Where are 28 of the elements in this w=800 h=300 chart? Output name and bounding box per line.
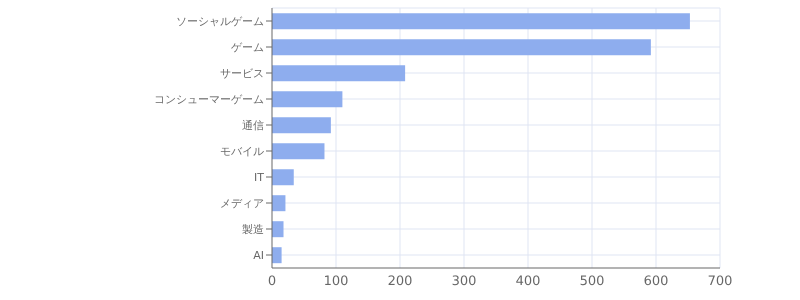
y-tick-label: ソーシャルゲーム [176, 14, 264, 28]
x-tick-label: 500 [580, 274, 604, 290]
bar [272, 65, 406, 82]
x-tick-label: 400 [516, 274, 540, 290]
bar [272, 247, 282, 264]
x-tick-label: 0 [268, 274, 276, 290]
x-tick-label: 200 [388, 274, 412, 290]
bar [272, 221, 284, 238]
x-tick-label: 100 [324, 274, 348, 290]
y-tick-label: IT [254, 170, 264, 184]
bar [272, 195, 286, 212]
x-tick-label: 700 [708, 274, 732, 290]
bar [272, 13, 690, 30]
y-tick-label: モバイル [220, 144, 264, 158]
y-tick-label: ゲーム [231, 40, 264, 54]
bar [272, 91, 342, 108]
y-tick-label: サービス [220, 66, 264, 80]
y-tick-label: 通信 [242, 118, 264, 132]
bar [272, 169, 294, 186]
x-tick-label: 300 [452, 274, 476, 290]
bar [272, 143, 324, 160]
bar [272, 39, 651, 56]
y-tick-label: 製造 [242, 222, 264, 236]
x-tick-label: 600 [644, 274, 668, 290]
bar [272, 117, 331, 134]
y-tick-label: コンシューマーゲーム [154, 92, 264, 106]
y-tick-label: メディア [220, 196, 264, 210]
y-tick-label: AI [253, 248, 264, 262]
